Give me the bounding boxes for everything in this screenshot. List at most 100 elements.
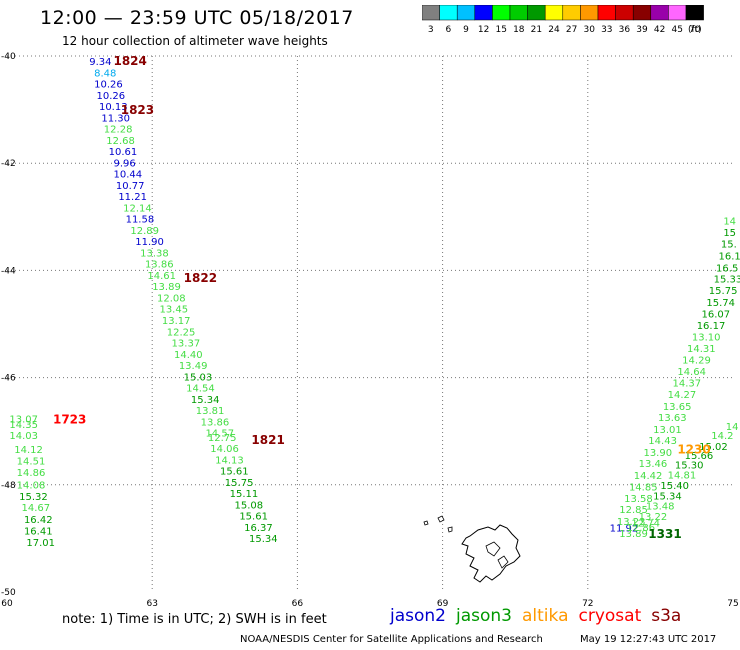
- map-grid: [7, 55, 733, 592]
- wave-height-value: 13.86: [201, 417, 230, 428]
- wave-height-value: 14.54: [186, 384, 215, 395]
- colorbar-label: 39: [636, 25, 648, 35]
- wave-height-value: 14.29: [682, 356, 711, 367]
- page-subtitle: 12 hour collection of altimeter wave hei…: [62, 34, 328, 48]
- wave-height-value: 14.51: [17, 456, 46, 467]
- wave-height-value: 12.85: [619, 505, 648, 516]
- wave-height-value: 13.63: [658, 413, 687, 424]
- wave-height-value: 14.67: [22, 503, 51, 514]
- island-islet-2: [423, 520, 429, 526]
- wave-height-value: 12.74: [631, 519, 660, 530]
- wave-height-value: 11.92: [610, 523, 639, 534]
- wave-height-value: 13.49: [179, 361, 208, 372]
- credit-line: NOAA/NESDIS Center for Satellite Applica…: [240, 634, 543, 645]
- wave-height-value: 15.75: [709, 286, 738, 297]
- island-islet-3: [447, 526, 453, 533]
- y-tick-label: -40: [1, 52, 16, 62]
- colorbar-label: 24: [548, 25, 560, 35]
- wave-height-value: 14.42: [634, 471, 663, 482]
- wave-height-value: 15.34: [249, 534, 278, 545]
- wave-height-value: 13.17: [162, 316, 191, 327]
- wave-height-value: 9.96: [113, 158, 135, 169]
- colorbar-label: 70: [689, 25, 701, 35]
- x-tick-label: 66: [292, 599, 304, 609]
- page-title: 12:00 — 23:59 UTC 05/18/2017: [40, 7, 354, 29]
- pass-time-label: 1821: [251, 433, 284, 447]
- wave-height-value: 10.77: [116, 181, 145, 192]
- wave-height-value: 13.10: [692, 333, 721, 344]
- wave-height-value: 15.66: [685, 451, 714, 462]
- wave-height-value: 13.89: [152, 282, 181, 293]
- satellite-legend: jason2 jason3 altika cryosat s3a: [390, 606, 691, 626]
- wave-height-value: 13.81: [196, 406, 225, 417]
- wave-height-value: 11.58: [126, 215, 155, 226]
- wave-height-value: 10.26: [97, 91, 126, 102]
- wave-height-value: 12.68: [106, 136, 135, 147]
- wave-height-value: 16.1: [718, 252, 740, 263]
- wave-height-value: 9.34: [89, 57, 111, 68]
- wave-height-value: 15.34: [653, 491, 682, 502]
- wave-height-value: 15.61: [220, 467, 249, 478]
- wave-height-value: 13.22: [639, 512, 668, 523]
- pass-time-label: 1723: [53, 413, 86, 427]
- wave-height-value: 12.89: [130, 226, 159, 237]
- wave-height-value: 14.35: [9, 420, 38, 431]
- wave-height-value: 10.44: [113, 170, 142, 181]
- colorbar-label: 18: [513, 25, 525, 35]
- wave-height-value: 14.03: [9, 431, 38, 442]
- colorbar-label: 45: [671, 25, 682, 35]
- wave-height-value: 14.06: [210, 444, 239, 455]
- wave-height-value: 14.27: [668, 390, 697, 401]
- wave-height-value: 13.07: [9, 415, 38, 426]
- wave-height-value: 15: [723, 228, 736, 239]
- colorbar-label: 9: [463, 25, 469, 35]
- colorbar-label: 3: [428, 25, 434, 35]
- colorbar-unit: (ft): [688, 25, 702, 35]
- wave-height-value: 13.01: [653, 425, 682, 436]
- wave-height-value: 13.23: [617, 517, 646, 528]
- wave-height-value: 13.89: [619, 529, 648, 540]
- colorbar-label: 33: [601, 25, 612, 35]
- wave-height-value: 14.57: [205, 429, 234, 440]
- y-tick-label: -46: [1, 374, 16, 384]
- pass-time-label: 1230: [677, 443, 710, 457]
- colorbar-label: 12: [478, 25, 489, 35]
- wave-height-value: 14.08: [17, 481, 46, 492]
- x-tick-label: 75: [727, 599, 738, 609]
- wave-height-value: 10.13: [99, 102, 128, 113]
- wave-height-value: 15.30: [675, 461, 704, 472]
- y-tick-label: -50: [1, 588, 16, 598]
- legend-s3a: s3a: [651, 606, 682, 626]
- wave-height-value: 10.26: [94, 80, 123, 91]
- legend-altika: altika: [522, 606, 569, 626]
- wave-height-value: 13.46: [639, 459, 668, 470]
- wave-height-value: 13.38: [140, 248, 169, 259]
- colorbar-label: 30: [583, 25, 595, 35]
- y-tick-label: -44: [1, 266, 16, 276]
- wave-height-value: 13.58: [624, 494, 653, 505]
- wave-height-value: 16.37: [244, 523, 273, 534]
- wave-height-value: 15.11: [230, 489, 259, 500]
- axis-ticks: 60 63 66 69 72 75 -40 -42 -44 -46 -48 -50: [1, 52, 739, 609]
- wave-height-value: 14.2: [711, 431, 733, 442]
- wave-height-value: 12.14: [123, 203, 152, 214]
- wave-height-value: 15.61: [239, 512, 268, 523]
- pass-time-label: 1823: [121, 103, 154, 117]
- wave-height-value: 13.90: [643, 448, 672, 459]
- wave-height-value: 14: [726, 422, 739, 433]
- wave-height-value: 14.13: [215, 455, 244, 466]
- pass-time-label: 1331: [648, 527, 681, 541]
- wave-height-value: 8.48: [94, 68, 116, 79]
- wave-height-value: 14.81: [668, 470, 697, 481]
- wave-height-value: 13.37: [172, 339, 201, 350]
- pass-time-label: 1822: [184, 271, 217, 285]
- wave-height-value: 15.33: [714, 275, 740, 286]
- wave-height-points: 9.348.4810.2610.2610.1311.3012.2812.6810…: [9, 57, 740, 549]
- wave-height-value: 14.43: [648, 436, 677, 447]
- colorbar-swatch: [685, 5, 704, 21]
- wave-height-value: 12.86: [627, 523, 656, 534]
- legend-cryosat: cryosat: [578, 606, 642, 626]
- colorbar-label: 36: [619, 25, 631, 35]
- wave-height-value: 16.07: [702, 310, 731, 321]
